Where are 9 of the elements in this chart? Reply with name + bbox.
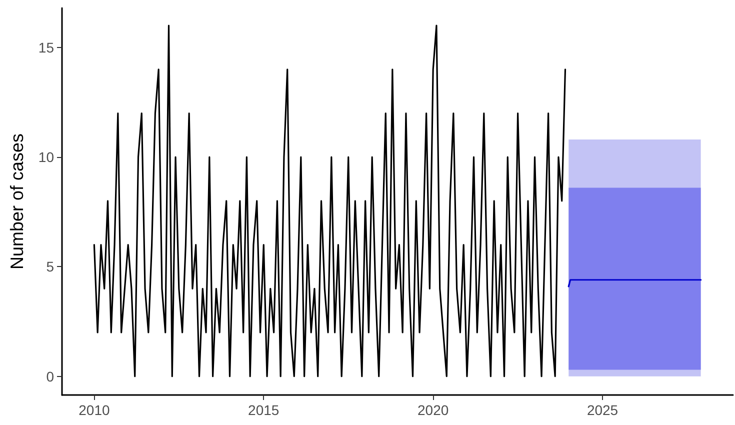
y-tick-label: 0 xyxy=(46,368,54,384)
y-tick-label: 10 xyxy=(38,149,54,166)
x-tick-label: 2015 xyxy=(248,402,280,418)
x-tick-label: 2025 xyxy=(586,402,618,418)
x-tick-label: 2020 xyxy=(418,402,449,418)
y-axis-title: Number of cases xyxy=(7,133,27,270)
y-tick-label: 5 xyxy=(46,258,54,275)
y-tick-label: 15 xyxy=(38,39,54,56)
x-tick-label: 2010 xyxy=(78,402,110,418)
